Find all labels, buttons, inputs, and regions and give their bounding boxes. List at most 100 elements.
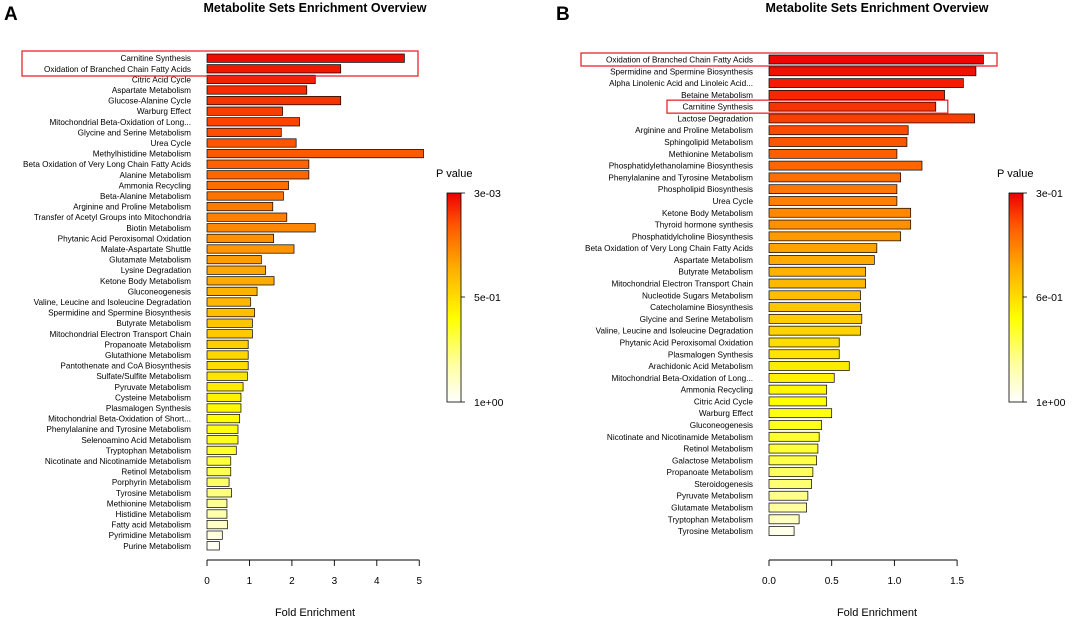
panel-a-bar — [206, 445, 237, 455]
panel-b-bar-label: Aspartate Metabolism — [674, 256, 753, 265]
panel-a-bar-label: Arginine and Proline Metabolism — [73, 203, 191, 212]
panel-a-color-scale — [446, 192, 462, 403]
panel-b-bar — [768, 196, 898, 206]
panel-b-x-tick-label: 0.5 — [825, 576, 839, 587]
panel-b-bar-label: Mitochondrial Beta-Oxidation of Long... — [611, 374, 753, 383]
panel-a-bar-label: Transfer of Acetyl Groups into Mitochond… — [34, 213, 192, 222]
panel-a-bar — [206, 202, 274, 212]
panel-b-bar — [768, 148, 898, 159]
panel-a-bar-label: Aspartate Metabolism — [112, 86, 191, 95]
panel-b-bar — [768, 90, 945, 100]
panel-b-bar — [768, 278, 866, 289]
panel-b-bar-label: Nicotinate and Nicotinamide Metabolism — [607, 433, 753, 442]
panel-a-bar — [206, 435, 239, 445]
panel-a-bar — [206, 255, 262, 265]
panel-a-bar — [206, 170, 310, 180]
panel-b-bar — [768, 290, 861, 301]
panel-a-bar — [206, 477, 230, 487]
panel-b-bar-label: Thyroid hormone synthesis — [655, 221, 753, 230]
panel-a-bar-label: Mitochondrial Electron Transport Chain — [49, 330, 191, 339]
panel-b-bar-label: Methionine Metabolism — [669, 150, 753, 159]
panel-b-bar — [768, 160, 923, 171]
panel-b-bar — [768, 337, 840, 348]
panel-a-bar-label: Citric Acid Cycle — [132, 75, 192, 84]
panel-a-bar — [206, 392, 242, 402]
panel-a-legend-tick-mid: 5e-01 — [474, 292, 501, 304]
panel-b-x-tick-label: 1.0 — [887, 576, 901, 587]
panel-b-bar-label: Spermidine and Spermine Biosynthesis — [610, 67, 753, 76]
panel-a-bar-label: Glutathione Metabolism — [105, 351, 191, 360]
panel-a-bar — [206, 117, 300, 127]
panel-a-bar-label: Urea Cycle — [151, 139, 192, 148]
panel-b-bar-label: Betaine Metabolism — [681, 91, 753, 100]
panel-a-x-tick-label: 0 — [204, 576, 210, 587]
panel-a-bar — [206, 276, 275, 286]
panel-b-bar — [768, 137, 908, 147]
panel-b-bar-label: Mitochondrial Electron Transport Chain — [611, 280, 753, 289]
panel-b-bar-label: Phenylalanine and Tyrosine Metabolism — [608, 173, 753, 182]
panel-b-bar — [768, 502, 807, 513]
panel-a-bar-label: Ammonia Recycling — [119, 181, 192, 190]
panel-b-bar-label: Tryptophan Metabolism — [668, 515, 753, 524]
panel-a-bar — [206, 414, 241, 424]
panel-b-bar — [768, 479, 812, 489]
panel-a-bar — [206, 286, 258, 296]
panel-a-bar-label: Pyruvate Metabolism — [115, 383, 192, 392]
panel-b-bar — [768, 78, 964, 88]
panel-a-bar — [206, 212, 288, 222]
panel-a-bar — [206, 297, 252, 307]
panel-a-bar — [206, 265, 266, 275]
panel-a-bar-label: Alanine Metabolism — [120, 171, 192, 180]
panel-a-bar — [206, 96, 342, 106]
panel-a-bar-label: Phytanic Acid Peroxisomal Oxidation — [58, 234, 192, 243]
panel-a-bar-label: Mitochondrial Beta-Oxidation of Long... — [49, 118, 191, 127]
panel-b-bar — [768, 490, 809, 501]
panel-a-bar-label: Purine Metabolism — [123, 542, 191, 551]
panel-b-bar-label: Phosphatidylethanolamine Biosynthesis — [609, 162, 753, 171]
panel-a-bar-label: Pantothenate and CoA Biosynthesis — [60, 362, 191, 371]
panel-b-bar-label: Catecholamine Biosynthesis — [650, 303, 753, 312]
panel-a-bar — [206, 64, 342, 74]
panel-b-bar-label: Glycine and Serine Metabolism — [640, 315, 753, 324]
panel-b-bar — [768, 349, 840, 360]
panel-b-bar-label: Propanoate Metabolism — [667, 468, 754, 477]
panel-a-x-tick-label: 2 — [289, 576, 295, 587]
panel-a-bars: Carnitine Synthesis Oxidation of Branched… — [21, 50, 424, 551]
panel-a-bar-label: Tryptophan Metabolism — [106, 446, 191, 455]
panel-a-bar-label: Methylhistidine Metabolism — [93, 150, 191, 159]
panel-a-bar — [206, 138, 297, 148]
panel-a-bar-label: Retinol Metabolism — [121, 468, 191, 477]
panel-a-bar-label: Mitochondrial Beta-Oxidation of Short... — [48, 415, 191, 424]
panel-a-bar-label: Carnitine Synthesis — [120, 54, 191, 63]
panel-a-bar-label: Fatty acid Metabolism — [111, 521, 191, 530]
panel-b-bar-label: Sphingolipid Metabolism — [664, 138, 753, 147]
panel-b-legend-tick-high: 3e-01 — [1036, 188, 1063, 200]
panel-b-x-axis-title: Fold Enrichment — [837, 607, 917, 619]
panel-b-bar — [768, 255, 875, 265]
panel-b-bar — [768, 314, 863, 324]
panel-b-bar-label: Retinol Metabolism — [683, 445, 753, 454]
panel-a-bar-label: Beta-Alanine Metabolism — [100, 192, 191, 201]
panel-a-bar — [206, 149, 424, 159]
panel-a-highlight-box — [21, 50, 419, 77]
panel-b-bar — [768, 408, 833, 419]
panel-a-x-axis: 0 1 2 3 4 5 — [204, 559, 422, 587]
panel-b-bar-label: Arginine and Proline Metabolism — [635, 126, 753, 135]
panel-a-bar — [206, 106, 283, 116]
panel-b-bar-label: Phosphatidylcholine Biosynthesis — [632, 232, 753, 241]
panel-a-legend-tick-high: 3e-03 — [474, 188, 501, 200]
panel-a-bar-label: Cysteine Metabolism — [115, 393, 191, 402]
panel-b-bar-label: Lactose Degradation — [677, 114, 753, 123]
panel-b-bar — [768, 361, 850, 371]
panel-b-letter: B — [556, 4, 570, 25]
panel-a-bar-label: Plasmalogen Synthesis — [106, 404, 191, 413]
panel-a-bar-label: Biotin Metabolism — [126, 224, 191, 233]
panel-a-bar-label: Glycine and Serine Metabolism — [78, 128, 191, 137]
panel-b-bar — [768, 526, 795, 536]
panel-b-bar-label: Galactose Metabolism — [672, 456, 753, 465]
panel-b-bar-label: Butyrate Metabolism — [678, 268, 753, 277]
panel-b: B Metabolite Sets Enrichment Overview Ox… — [556, 1, 1066, 619]
panel-b-bar-label: Beta Oxidation of Very Long Chain Fatty … — [585, 244, 753, 253]
panel-a-bar-label: Valine, Leucine and Isoleucine Degradati… — [34, 298, 192, 307]
